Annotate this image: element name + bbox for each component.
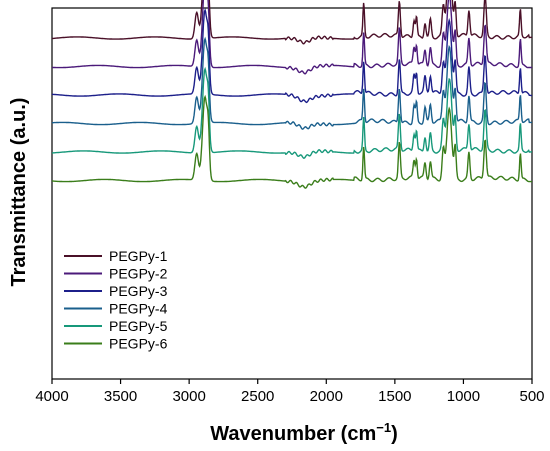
series-line-PEGPy-5 — [52, 66, 532, 159]
legend-label-PEGPy-5: PEGPy-5 — [109, 318, 168, 334]
y-axis-label: Transmittance (a.u.) — [8, 98, 30, 287]
series-line-PEGPy-1 — [51, 0, 532, 45]
x-tick-label-2000: 2000 — [310, 388, 343, 405]
series-line-PEGPy-2 — [52, 0, 532, 75]
x-tick-label-3500: 3500 — [104, 388, 137, 405]
x-tick-label-2500: 2500 — [241, 388, 274, 405]
legend-label-PEGPy-4: PEGPy-4 — [109, 301, 168, 317]
x-axis-label-close: ) — [391, 423, 398, 445]
plot-frame — [51, 7, 533, 380]
legend-label-PEGPy-6: PEGPy-6 — [109, 336, 168, 352]
x-tick-label-1000: 1000 — [447, 388, 480, 405]
x-tick-label-500: 500 — [519, 388, 544, 405]
x-tick-label-3000: 3000 — [172, 388, 205, 405]
series-line-PEGPy-3 — [52, 7, 532, 104]
series-layer — [51, 0, 533, 189]
legend-label-PEGPy-1: PEGPy-1 — [109, 248, 168, 264]
x-tick-label-4000: 4000 — [35, 388, 68, 405]
x-axis-ticks: 4000 3500 3000 2500 2000 1500 1000 500 — [35, 379, 545, 405]
x-axis-label-main: Wavenumber (cm — [210, 423, 376, 445]
series-line-PEGPy-4 — [51, 36, 533, 130]
x-axis-label-superscript: −1 — [376, 420, 391, 435]
x-tick-label-1500: 1500 — [378, 388, 411, 405]
x-axis-label: Wavenumber (cm−1) — [210, 420, 397, 445]
legend-label-PEGPy-3: PEGPy-3 — [109, 283, 168, 299]
series-line-PEGPy-6 — [52, 94, 532, 189]
legend-label-PEGPy-2: PEGPy-2 — [109, 266, 168, 282]
